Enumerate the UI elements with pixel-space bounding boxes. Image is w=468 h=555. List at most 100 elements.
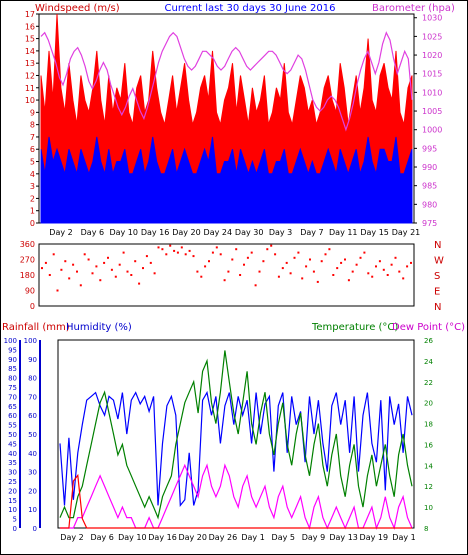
direction-point <box>41 267 43 270</box>
compass-label: S <box>434 271 440 282</box>
wind-y-tick-label: 12 <box>25 71 35 80</box>
direction-point <box>161 248 164 251</box>
baro-y-tick-label: 975 <box>422 219 437 228</box>
humidity-y-tick-label: 40 <box>28 450 37 458</box>
direction-point <box>142 267 144 270</box>
direction-point <box>99 279 102 282</box>
direction-point <box>114 275 117 278</box>
direction-point <box>130 274 133 276</box>
direction-point <box>153 272 156 275</box>
direction-point <box>254 284 257 287</box>
direction-point <box>223 279 226 282</box>
wind-y-tick-label: 11 <box>25 84 35 93</box>
wind-y-tick-label: 2 <box>30 194 35 203</box>
rain-y-tick-label: 65 <box>8 403 17 411</box>
baro-y-tick-label: 1010 <box>422 88 442 97</box>
rain-y-tick-label: 60 <box>8 412 17 420</box>
rain-x-tick-label: Day 10 <box>118 533 147 542</box>
rain-x-tick-label: Day 2 <box>60 533 83 542</box>
wind-y-tick-label: 16 <box>25 22 35 31</box>
direction-point <box>231 258 234 261</box>
humidity-y-tick-label: 70 <box>28 393 37 401</box>
temp-y-tick-label: 16 <box>424 441 433 449</box>
direction-point <box>355 263 358 266</box>
humidity-y-tick-label: 100 <box>24 337 37 345</box>
direction-point <box>165 253 168 256</box>
direction-point <box>173 249 176 252</box>
direction-point <box>76 270 78 273</box>
direction-point <box>293 256 296 259</box>
rain-x-tick-label: Day 9 <box>302 533 325 542</box>
direction-point <box>250 251 253 254</box>
direction-point <box>289 272 292 275</box>
direction-y-tick-label: 270 <box>20 256 35 265</box>
baro-y-tick-label: 1020 <box>422 51 442 60</box>
direction-point <box>375 265 377 268</box>
dew-right-label: Dew Point (°C) <box>392 322 465 333</box>
direction-point <box>60 268 63 271</box>
humidity-y-tick-label: 80 <box>28 375 37 383</box>
direction-point <box>301 277 304 280</box>
humidity-y-tick-label: 30 <box>28 469 37 477</box>
rain-x-tick-label: Day 6 <box>90 533 113 542</box>
direction-point <box>297 251 300 254</box>
direction-point <box>122 251 125 254</box>
direction-point <box>138 282 141 285</box>
wind-x-tick-label: Day 24 <box>204 228 233 237</box>
wind-x-tick-label: Day 2 <box>49 228 72 237</box>
direction-point <box>382 268 385 271</box>
baro-y-tick-label: 1005 <box>422 107 442 116</box>
rain-x-tick-label: Day 16 <box>148 533 177 542</box>
rain-x-tick-label: Day 20 <box>178 533 207 542</box>
direction-point <box>211 251 214 254</box>
direction-point <box>402 277 405 280</box>
direction-point <box>316 280 319 283</box>
direction-point <box>83 253 86 256</box>
temp-right-label: Temperature (°C) <box>311 322 398 333</box>
direction-point <box>176 251 179 254</box>
wind-y-tick-label: 6 <box>30 145 35 154</box>
direction-point <box>48 274 51 276</box>
hum-left-label: Humidity (%) <box>66 322 132 333</box>
wind-y-tick-label: 7 <box>30 133 35 142</box>
rain-y-tick-label: 95 <box>8 346 17 354</box>
wind-y-tick-label: 5 <box>30 158 35 167</box>
direction-point <box>347 279 350 282</box>
direction-point <box>134 260 137 263</box>
direction-point <box>188 249 191 252</box>
compass-label: N <box>434 240 441 251</box>
wind-chart: 0123456789101112131415161797598098599099… <box>25 10 443 237</box>
wind-x-tick-label: Day 20 <box>172 228 201 237</box>
rain-y-tick-label: 100 <box>4 337 17 345</box>
compass-label: W <box>434 256 444 267</box>
direction-point <box>91 272 94 275</box>
direction-point <box>359 256 362 259</box>
wind-left-label: Windspeed (m/s) <box>35 3 120 14</box>
rainfall-line <box>60 473 412 529</box>
direction-point <box>52 253 55 256</box>
temp-y-tick-label: 18 <box>424 421 433 429</box>
direction-y-tick-label: 180 <box>20 271 35 280</box>
direction-point <box>145 255 148 258</box>
direction-point <box>328 248 331 251</box>
direction-point <box>312 270 315 273</box>
wind-y-tick-label: 8 <box>30 121 35 130</box>
baro-y-tick-label: 1000 <box>422 126 442 135</box>
humidity-line <box>59 390 413 508</box>
direction-point <box>68 277 71 280</box>
rain-y-tick-label: 0 <box>13 525 17 533</box>
rain-y-tick-label: 20 <box>8 487 17 495</box>
barometer-line <box>40 31 413 132</box>
direction-y-tick-label: 90 <box>25 287 35 296</box>
direction-point <box>309 258 311 261</box>
direction-point <box>332 274 335 276</box>
temperature-line <box>59 350 413 520</box>
direction-point <box>227 270 230 273</box>
direction-point <box>169 244 172 247</box>
rain-humidity-temperature-chart: 0510152025303540455055606570758085909510… <box>4 337 434 542</box>
direction-point <box>95 265 98 268</box>
temp-y-tick-label: 24 <box>424 358 433 366</box>
direction-point <box>239 274 242 276</box>
rain-y-tick-label: 15 <box>8 497 17 505</box>
